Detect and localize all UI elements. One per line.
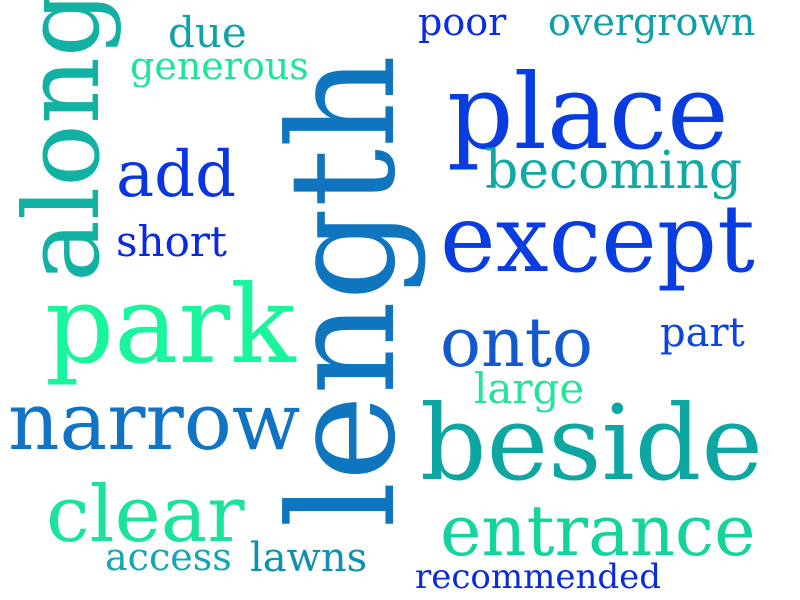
word-beside: beside (420, 382, 763, 504)
word-part: part (660, 310, 745, 356)
word-lawns: lawns (250, 535, 368, 581)
word-clear: clear (46, 470, 245, 560)
word-poor: poor (418, 0, 507, 44)
word-large: large (474, 364, 585, 413)
word-recommended: recommended (415, 557, 662, 597)
word-park: park (45, 263, 296, 388)
word-except: except (440, 185, 755, 294)
word-onto: onto (440, 304, 593, 383)
word-add: add (116, 138, 237, 212)
word-overgrown: overgrown (548, 0, 756, 44)
word-generous: generous (130, 44, 309, 88)
word-entrance: entrance (440, 490, 756, 572)
word-place: place (447, 51, 729, 173)
word-due: due (168, 8, 247, 57)
word-becoming: becoming (485, 141, 743, 201)
word-access: access (105, 535, 232, 579)
word-short: short (116, 217, 227, 266)
word-along: along (1, 0, 123, 282)
word-narrow: narrow (8, 375, 301, 468)
